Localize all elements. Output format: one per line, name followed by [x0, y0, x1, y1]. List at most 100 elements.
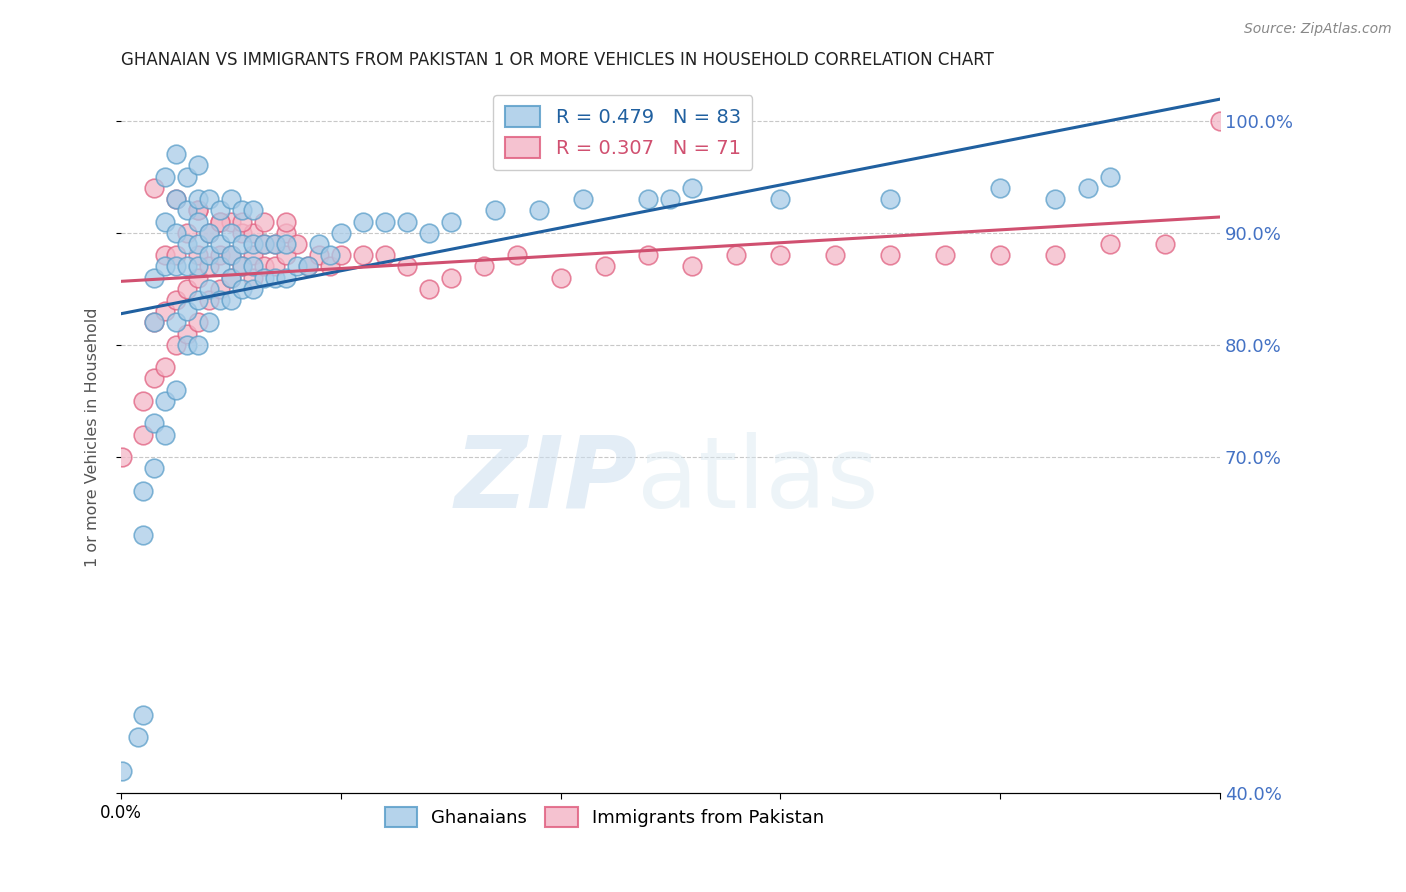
Point	[297, 260, 319, 274]
Point	[198, 226, 221, 240]
Point	[484, 203, 506, 218]
Point	[208, 236, 231, 251]
Point	[274, 214, 297, 228]
Point	[187, 293, 209, 307]
Point	[264, 236, 287, 251]
Point	[219, 293, 242, 307]
Point	[1098, 236, 1121, 251]
Point	[352, 214, 374, 228]
Point	[187, 248, 209, 262]
Point	[219, 248, 242, 262]
Point	[143, 181, 166, 195]
Point	[143, 315, 166, 329]
Point	[198, 248, 221, 262]
Text: GHANAIAN VS IMMIGRANTS FROM PAKISTAN 1 OR MORE VEHICLES IN HOUSEHOLD CORRELATION: GHANAIAN VS IMMIGRANTS FROM PAKISTAN 1 O…	[121, 51, 994, 69]
Point	[176, 169, 198, 184]
Point	[274, 226, 297, 240]
Point	[242, 203, 264, 218]
Point	[231, 214, 253, 228]
Point	[681, 181, 703, 195]
Point	[264, 270, 287, 285]
Point	[187, 158, 209, 172]
Point	[165, 226, 187, 240]
Point	[208, 203, 231, 218]
Point	[208, 248, 231, 262]
Point	[395, 260, 418, 274]
Point	[165, 315, 187, 329]
Point	[143, 270, 166, 285]
Point	[143, 315, 166, 329]
Point	[219, 192, 242, 206]
Point	[253, 214, 276, 228]
Point	[176, 304, 198, 318]
Text: Source: ZipAtlas.com: Source: ZipAtlas.com	[1244, 22, 1392, 37]
Point	[1098, 169, 1121, 184]
Point	[264, 260, 287, 274]
Point	[1043, 248, 1066, 262]
Point	[308, 248, 330, 262]
Point	[571, 192, 593, 206]
Point	[725, 248, 748, 262]
Point	[659, 192, 682, 206]
Point	[176, 236, 198, 251]
Point	[208, 293, 231, 307]
Point	[253, 236, 276, 251]
Point	[319, 248, 342, 262]
Point	[153, 304, 176, 318]
Point	[219, 226, 242, 240]
Point	[824, 248, 846, 262]
Point	[187, 214, 209, 228]
Point	[505, 248, 527, 262]
Point	[274, 236, 297, 251]
Point	[187, 315, 209, 329]
Point	[550, 270, 572, 285]
Point	[143, 371, 166, 385]
Point	[231, 282, 253, 296]
Point	[231, 236, 253, 251]
Point	[440, 214, 463, 228]
Point	[153, 248, 176, 262]
Point	[153, 427, 176, 442]
Point	[165, 338, 187, 352]
Point	[418, 282, 440, 296]
Point	[165, 248, 187, 262]
Point	[934, 248, 956, 262]
Point	[143, 461, 166, 475]
Point	[187, 192, 209, 206]
Point	[231, 203, 253, 218]
Point	[198, 192, 221, 206]
Point	[879, 192, 901, 206]
Point	[132, 427, 155, 442]
Point	[285, 236, 308, 251]
Point	[1153, 236, 1175, 251]
Point	[681, 260, 703, 274]
Point	[132, 528, 155, 542]
Point	[253, 260, 276, 274]
Point	[219, 270, 242, 285]
Point	[242, 270, 264, 285]
Point	[208, 214, 231, 228]
Point	[472, 260, 495, 274]
Text: ZIP: ZIP	[454, 432, 637, 529]
Point	[769, 248, 792, 262]
Point	[242, 236, 264, 251]
Point	[132, 707, 155, 722]
Point	[176, 282, 198, 296]
Point	[165, 383, 187, 397]
Point	[187, 236, 209, 251]
Point	[231, 226, 253, 240]
Point	[253, 236, 276, 251]
Point	[1209, 113, 1232, 128]
Point	[352, 248, 374, 262]
Point	[176, 326, 198, 341]
Legend: Ghanaians, Immigrants from Pakistan: Ghanaians, Immigrants from Pakistan	[377, 800, 832, 834]
Point	[176, 338, 198, 352]
Point	[242, 248, 264, 262]
Point	[395, 214, 418, 228]
Point	[153, 393, 176, 408]
Point	[879, 248, 901, 262]
Point	[165, 293, 187, 307]
Point	[297, 260, 319, 274]
Point	[187, 203, 209, 218]
Point	[165, 147, 187, 161]
